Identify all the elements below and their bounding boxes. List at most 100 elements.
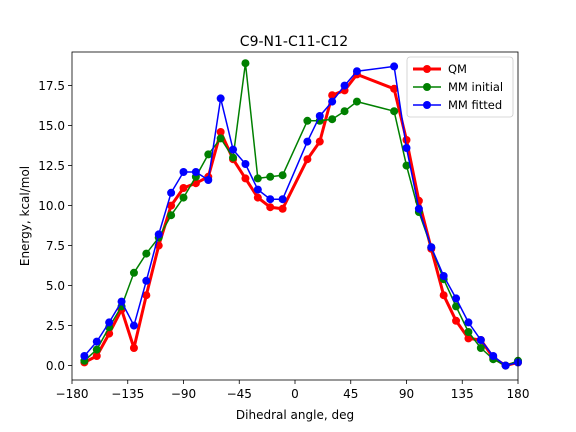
x-tick-label: 180	[507, 387, 530, 401]
data-point	[303, 116, 312, 125]
data-point	[80, 352, 89, 360]
y-tick-label: 12.5	[38, 159, 65, 173]
data-point	[464, 318, 473, 327]
data-point	[340, 107, 349, 116]
data-point	[167, 188, 176, 197]
x-tick-label: −90	[171, 387, 196, 401]
data-point	[154, 230, 163, 239]
y-tick-label: 10.0	[38, 199, 65, 213]
data-point	[229, 145, 238, 154]
y-tick-label: 5.0	[46, 279, 65, 293]
data-point	[464, 328, 473, 336]
y-tick-label: 15.0	[38, 119, 65, 133]
x-tick-label: −45	[227, 387, 252, 401]
data-point	[390, 84, 399, 93]
legend-swatch-marker	[423, 83, 431, 91]
data-point	[92, 345, 101, 354]
y-tick-label: 2.5	[46, 319, 65, 333]
x-tick-label: 135	[451, 387, 474, 401]
y-tick-label: 17.5	[38, 79, 65, 93]
x-tick-label: 0	[291, 387, 299, 401]
x-axis-label: Dihedral angle, deg	[236, 408, 354, 422]
data-point	[452, 316, 461, 325]
x-tick-label: −135	[111, 387, 144, 401]
data-point	[402, 136, 411, 144]
data-point	[253, 185, 262, 194]
legend-swatch-marker	[423, 65, 431, 73]
data-point	[179, 184, 188, 192]
x-tick-label: −180	[56, 387, 89, 401]
legend-swatch-marker	[423, 101, 431, 109]
data-point	[340, 81, 349, 90]
series-mm-fitted	[80, 62, 522, 370]
data-point	[253, 193, 262, 202]
data-point	[216, 134, 225, 143]
data-point	[464, 334, 473, 343]
data-point	[266, 203, 275, 212]
legend-label: MM fitted	[448, 98, 502, 112]
data-point	[402, 144, 411, 152]
data-point	[266, 172, 275, 181]
data-point	[390, 107, 399, 116]
data-point	[142, 249, 151, 258]
data-point	[303, 137, 312, 146]
x-axis: −180 −135 −90 −45 0 45 90 135 180	[56, 380, 530, 401]
y-tick-label: 0.0	[46, 359, 65, 373]
data-point	[439, 291, 448, 300]
data-point	[501, 361, 510, 370]
legend: QM MM initial MM fitted	[406, 56, 514, 118]
data-point	[142, 291, 151, 300]
data-point	[117, 297, 126, 306]
data-point	[129, 321, 138, 330]
data-point	[105, 318, 114, 327]
data-point	[390, 62, 399, 71]
data-point	[414, 204, 423, 213]
data-point	[315, 137, 324, 146]
data-point	[476, 336, 485, 344]
data-point	[229, 153, 238, 162]
series-layer	[80, 59, 522, 370]
data-point	[241, 160, 250, 168]
data-point	[216, 94, 225, 103]
data-point	[266, 195, 275, 204]
chart-title: C9-N1-C11-C12	[240, 34, 348, 50]
data-point	[278, 204, 287, 213]
y-axis-label: Energy, kcal/mol	[18, 166, 32, 266]
data-point	[452, 294, 461, 303]
legend-box	[406, 56, 514, 118]
data-point	[452, 302, 461, 311]
data-point	[204, 176, 213, 184]
data-point	[129, 344, 138, 352]
data-point	[328, 91, 337, 100]
legend-label: MM initial	[448, 80, 503, 94]
data-point	[315, 112, 324, 120]
data-point	[352, 97, 361, 106]
data-point	[427, 243, 436, 252]
data-point	[167, 201, 176, 210]
data-point	[241, 174, 250, 183]
data-point	[328, 97, 337, 106]
data-point	[352, 67, 361, 76]
data-point	[439, 272, 448, 280]
x-tick-label: 45	[343, 387, 358, 401]
data-point	[142, 276, 151, 285]
data-point	[179, 193, 188, 202]
data-point	[278, 171, 287, 180]
x-tick-label: 90	[399, 387, 414, 401]
data-point	[191, 168, 200, 176]
y-axis: 0.0 2.5 5.0 7.5 10.0 12.5 15.0 17.5	[38, 79, 72, 373]
data-point	[129, 268, 138, 277]
data-point	[278, 195, 287, 204]
data-point	[92, 352, 101, 360]
data-point	[92, 337, 101, 346]
data-point	[204, 150, 213, 159]
data-point	[241, 59, 250, 68]
data-point	[216, 128, 225, 136]
data-point	[303, 155, 312, 164]
data-point	[253, 174, 262, 183]
data-point	[476, 344, 485, 352]
data-point	[489, 352, 498, 360]
legend-label: QM	[448, 62, 467, 76]
data-point	[328, 115, 337, 124]
